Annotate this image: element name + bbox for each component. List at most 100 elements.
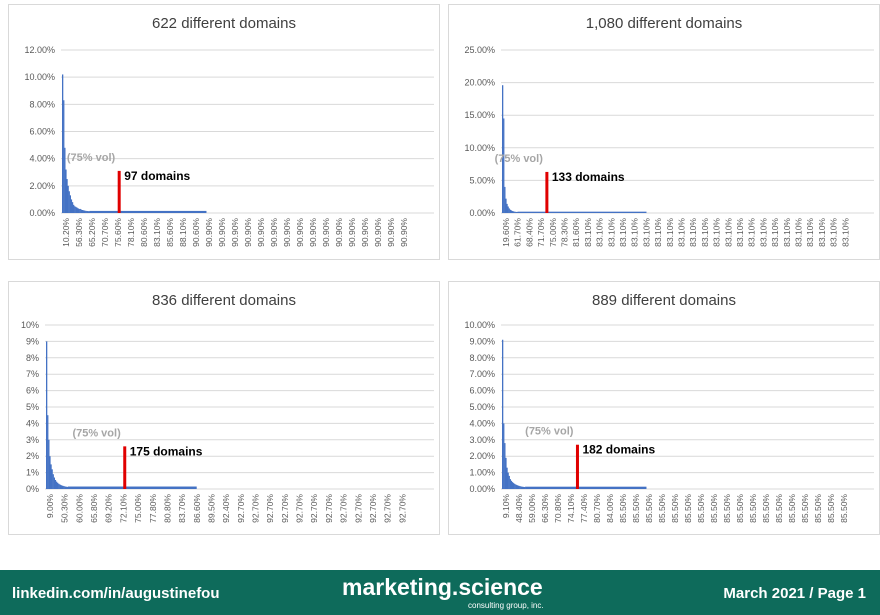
- domain-count-label: 133 domains: [552, 170, 625, 184]
- chart-title: 889 different domains: [592, 292, 736, 309]
- x-tick-label: 83.10%: [665, 218, 675, 247]
- y-tick-label: 8.00%: [29, 99, 55, 109]
- distribution-bar: [71, 202, 74, 213]
- threshold-marker: [575, 444, 579, 489]
- domain-count-label: 97 domains: [124, 169, 190, 183]
- distribution-bar: [64, 486, 66, 489]
- x-tick-label: 85.50%: [631, 494, 641, 523]
- chart-svg-2: 0.00% 5.00% 10.00% 15.00% 20.00% 25.00% 19.60%…: [464, 45, 874, 247]
- distribution-bar: [63, 100, 65, 213]
- x-tick-label: 71.70%: [536, 218, 546, 247]
- x-tick-label: 90.90%: [347, 218, 357, 247]
- threshold-marker: [117, 170, 121, 213]
- x-tick-label: 83.10%: [794, 218, 804, 247]
- x-tick-label: 50.30%: [60, 494, 70, 523]
- threshold-marker: [123, 446, 127, 489]
- distribution-bar: [69, 195, 71, 213]
- chart-svg-3: 0% 1% 2% 3% 4% 5% 6% 7% 8% 9% 10% 9.00% 50.30% 60.00%…: [21, 320, 434, 523]
- x-tick-label: 83.10%: [583, 218, 593, 247]
- y-tick-label: 5.00%: [469, 175, 495, 185]
- distribution-bar: [59, 484, 61, 489]
- y-tick-label: 8.00%: [469, 353, 495, 363]
- distribution-bar: [502, 85, 504, 213]
- y-tick-label: 3.00%: [469, 435, 495, 445]
- x-tick-label: 92.70%: [383, 494, 393, 523]
- x-tick-label: 88.10%: [178, 218, 188, 247]
- x-tick-label: 9.00%: [45, 494, 55, 519]
- chart-title: 1,080 different domains: [585, 15, 743, 32]
- x-tick-label: 80.80%: [162, 494, 172, 523]
- distribution-tail: [525, 486, 647, 489]
- x-tick-label: 19.60%: [501, 218, 511, 247]
- x-tick-label: 83.10%: [747, 218, 757, 247]
- x-tick-label: 83.10%: [700, 218, 710, 247]
- distribution-bar: [73, 204, 75, 213]
- distribution-bar: [507, 206, 509, 213]
- chart-title: 622 different domains: [152, 15, 296, 32]
- distribution-bar: [516, 485, 518, 489]
- distribution-bar: [503, 118, 505, 213]
- x-tick-label: 83.70%: [177, 494, 187, 523]
- x-tick-label: 80.60%: [139, 218, 149, 247]
- distribution-bar: [518, 485, 520, 489]
- distribution-bar: [62, 485, 64, 489]
- x-tick-label: 85.50%: [735, 494, 745, 523]
- x-tick-label: 83.10%: [805, 218, 815, 247]
- y-tick-label: 3%: [26, 435, 39, 445]
- x-tick-label: 85.50%: [839, 494, 849, 523]
- y-tick-label: 9.00%: [469, 336, 495, 346]
- x-tick-label: 83.10%: [829, 218, 839, 247]
- x-tick-label: 83.10%: [152, 218, 162, 247]
- x-tick-label: 92.70%: [295, 494, 305, 523]
- x-tick-label: 85.50%: [774, 494, 784, 523]
- x-tick-label: 83.10%: [606, 218, 616, 247]
- x-tick-label: 70.80%: [553, 494, 563, 523]
- y-tick-label: 9%: [26, 336, 39, 346]
- x-tick-label: 85.50%: [618, 494, 628, 523]
- x-tick-label: 83.10%: [723, 218, 733, 247]
- x-tick-label: 59.00%: [527, 494, 537, 523]
- x-tick-label: 9.10%: [501, 494, 511, 519]
- y-tick-label: 0.00%: [469, 208, 495, 218]
- chart-panel-1: 622 different domains 0.00% 2.00% 4.00% 6.0…: [8, 4, 440, 260]
- distribution-bar: [508, 475, 510, 489]
- x-tick-label: 81.60%: [571, 218, 581, 247]
- distribution-bar: [64, 147, 66, 213]
- x-tick-label: 90.90%: [321, 218, 331, 247]
- distribution-bar: [75, 206, 77, 213]
- x-tick-label: 61.70%: [513, 218, 523, 247]
- domain-count-label: 182 domains: [582, 443, 655, 457]
- x-tick-label: 68.40%: [524, 218, 534, 247]
- x-tick-label: 83.10%: [770, 218, 780, 247]
- distribution-bar: [55, 481, 58, 489]
- distribution-bar: [509, 479, 511, 489]
- distribution-bar: [81, 210, 84, 213]
- x-tick-label: 83.10%: [735, 218, 745, 247]
- x-tick-label: 65.20%: [87, 218, 97, 247]
- distribution-bar: [505, 198, 507, 213]
- distribution-bar: [511, 482, 514, 489]
- x-tick-label: 90.90%: [386, 218, 396, 247]
- x-tick-label: 90.90%: [373, 218, 383, 247]
- x-tick-label: 90.90%: [217, 218, 227, 247]
- x-tick-label: 90.90%: [256, 218, 266, 247]
- x-tick-label: 78.10%: [126, 218, 136, 247]
- distribution-tail: [89, 210, 207, 213]
- distribution-bar: [504, 443, 506, 489]
- distribution-bar: [511, 211, 514, 213]
- x-tick-label: 83.10%: [641, 218, 651, 247]
- x-tick-label: 92.70%: [309, 494, 319, 523]
- x-tick-label: 92.70%: [353, 494, 363, 523]
- x-tick-label: 90.60%: [191, 218, 201, 247]
- distribution-bar: [515, 211, 517, 213]
- x-tick-label: 83.10%: [618, 218, 628, 247]
- distribution-bar: [510, 210, 513, 213]
- linkedin-link[interactable]: linkedin.com/in/augustinefou: [12, 585, 220, 602]
- y-tick-label: 6.00%: [29, 127, 55, 137]
- y-tick-label: 0.00%: [469, 484, 495, 494]
- distribution-bar: [522, 486, 525, 489]
- distribution-bar: [66, 179, 68, 213]
- distribution-bar: [519, 486, 521, 489]
- distribution-bar: [46, 341, 48, 489]
- distribution-bar: [65, 169, 67, 213]
